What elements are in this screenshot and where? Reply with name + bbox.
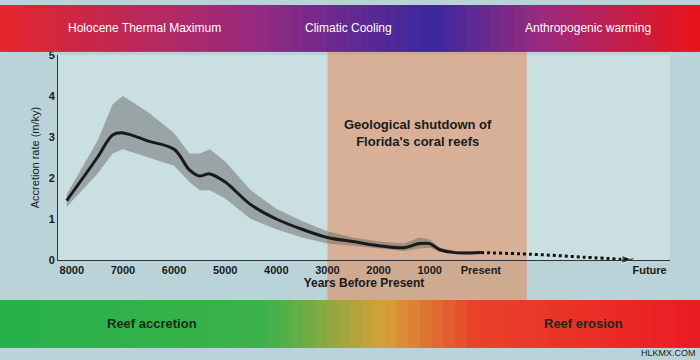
svg-text:Climatic Cooling: Climatic Cooling	[305, 21, 392, 35]
svg-text:1: 1	[49, 213, 55, 225]
svg-text:Present: Present	[461, 264, 502, 276]
svg-text:8000: 8000	[60, 264, 84, 276]
svg-text:Holocene Thermal Maximum: Holocene Thermal Maximum	[68, 21, 221, 35]
svg-text:Future: Future	[632, 264, 666, 276]
svg-text:Years Before Present: Years Before Present	[304, 276, 425, 290]
svg-text:5000: 5000	[213, 264, 237, 276]
svg-text:7000: 7000	[111, 264, 135, 276]
svg-text:5: 5	[49, 49, 55, 61]
svg-text:Anthropogenic warming: Anthropogenic warming	[525, 21, 651, 35]
svg-text:Reef accretion: Reef accretion	[107, 316, 197, 331]
svg-text:3000: 3000	[315, 264, 339, 276]
svg-text:4: 4	[49, 90, 56, 102]
svg-text:6000: 6000	[162, 264, 186, 276]
svg-text:HLKMX.COM: HLKMX.COM	[641, 348, 696, 358]
svg-text:4000: 4000	[264, 264, 288, 276]
svg-text:Accretion rate (m/ky): Accretion rate (m/ky)	[29, 107, 41, 208]
svg-text:Reef erosion: Reef erosion	[544, 316, 623, 331]
svg-text:3: 3	[49, 131, 55, 143]
svg-text:0: 0	[49, 254, 55, 266]
svg-text:1000: 1000	[417, 264, 441, 276]
svg-text:Geological shutdown ofFlorida': Geological shutdown ofFlorida's coral re…	[344, 117, 492, 149]
svg-text:2000: 2000	[366, 264, 390, 276]
svg-text:2: 2	[49, 172, 55, 184]
